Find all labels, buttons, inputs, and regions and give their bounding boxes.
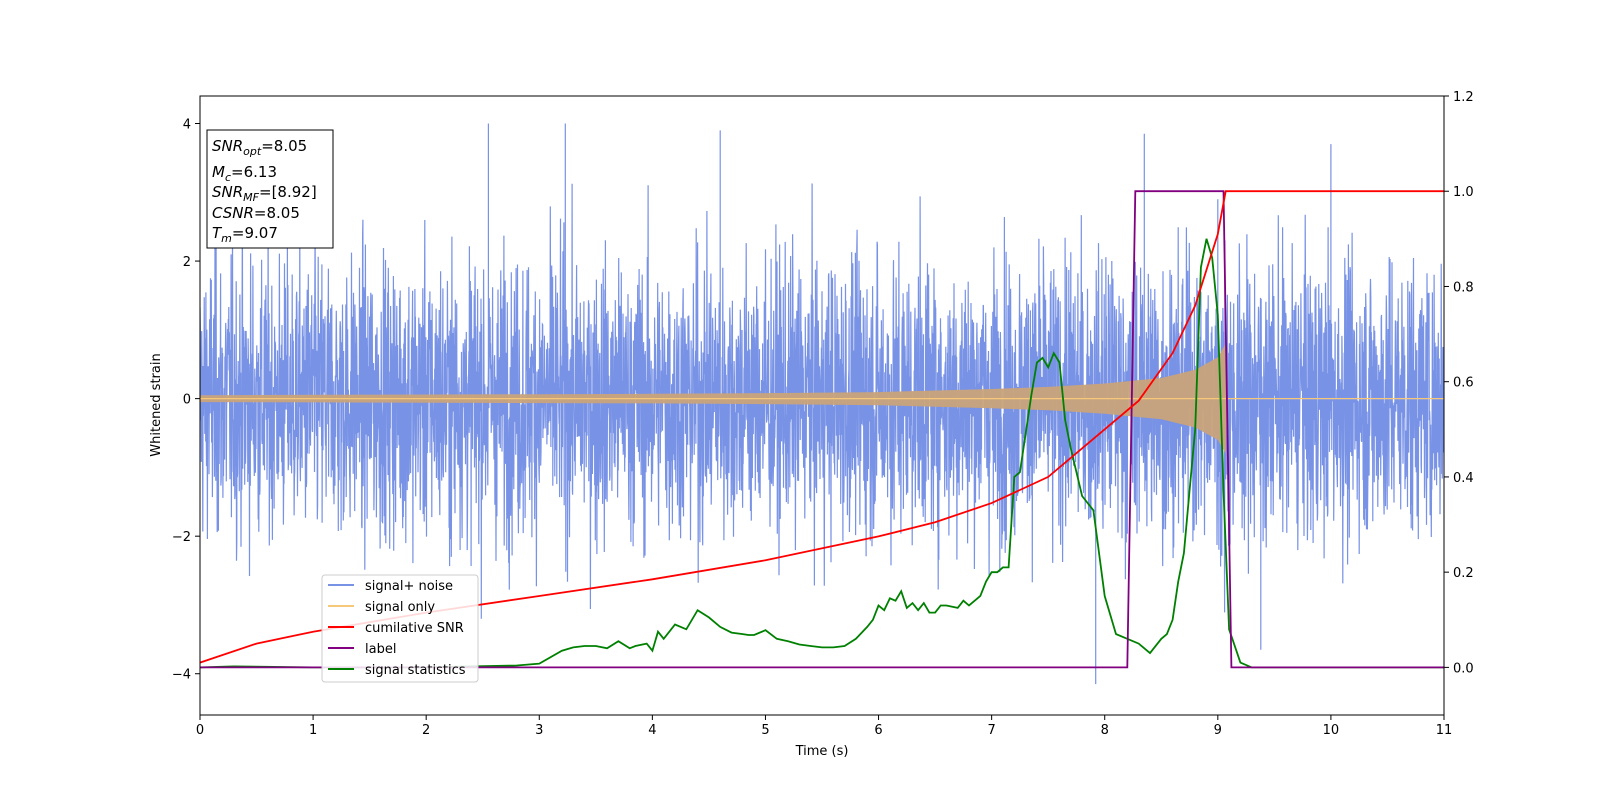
annotation-tm: Tm=9.07 (212, 224, 278, 245)
x-tick-label: 2 (422, 723, 430, 738)
y-right-tick-label: 0.8 (1453, 280, 1474, 295)
x-tick-label: 5 (761, 723, 769, 738)
series-signal-statistics-line (200, 238, 1444, 669)
y-right-tick-label: 0.2 (1453, 566, 1474, 581)
annotation-snr-mf: SNRMF=[8.92] (212, 183, 317, 204)
x-tick-label: 9 (1214, 723, 1222, 738)
series-layer (200, 123, 1444, 685)
annotation-mc: Mc=6.13 (212, 163, 277, 184)
x-tick-label: 10 (1323, 723, 1340, 738)
x-tick-label: 7 (987, 723, 995, 738)
y-right-tick-label: 0.4 (1453, 471, 1474, 486)
y-axis-label: Whitened strain (149, 353, 164, 456)
legend: signal+ noise signal only cumilative SNR… (321, 574, 479, 683)
x-tick-label: 6 (874, 723, 882, 738)
y-axis-right: 0.0 0.2 0.4 0.6 0.8 1.0 1.2 (1444, 90, 1474, 676)
series-label-line (200, 190, 1444, 669)
y-axis-left: −4 −2 0 2 4 (172, 118, 200, 683)
legend-label-label: label (365, 642, 396, 657)
y-right-tick-label: 1.0 (1453, 185, 1474, 200)
y-right-tick-label: 0.6 (1453, 376, 1474, 391)
annotation-csnr: CSNR=8.05 (212, 204, 300, 222)
plot-frame (199, 95, 1445, 716)
x-tick-label: 11 (1436, 723, 1453, 738)
series-signal-noise-line (200, 123, 1444, 685)
y-tick-label: −4 (172, 668, 191, 683)
x-tick-label: 0 (196, 723, 204, 738)
legend-label-cumulative-snr: cumilative SNR (365, 621, 464, 636)
legend-label-signal-statistics: signal statistics (365, 663, 466, 678)
annotation-snr-opt: SNRopt=8.05 (212, 137, 307, 158)
y-right-tick-label: 1.2 (1453, 90, 1474, 105)
x-axis: 0 1 2 3 4 5 6 7 8 9 10 11 (196, 715, 1452, 738)
annotation-box: SNRopt=8.05 Mc=6.13 SNRMF=[8.92] CSNR=8.… (206, 129, 334, 249)
x-axis-label: Time (s) (795, 744, 849, 759)
y-right-tick-label: 0.0 (1453, 661, 1474, 676)
legend-label-signal-noise: signal+ noise (365, 579, 453, 594)
x-tick-label: 3 (535, 723, 543, 738)
legend-label-signal-only: signal only (365, 600, 435, 615)
x-tick-label: 4 (648, 723, 656, 738)
y-tick-label: 4 (183, 118, 191, 133)
y-tick-label: −2 (172, 530, 191, 545)
x-tick-label: 8 (1101, 723, 1109, 738)
x-tick-label: 1 (309, 723, 317, 738)
y-tick-label: 2 (183, 255, 191, 270)
y-tick-label: 0 (183, 393, 191, 408)
